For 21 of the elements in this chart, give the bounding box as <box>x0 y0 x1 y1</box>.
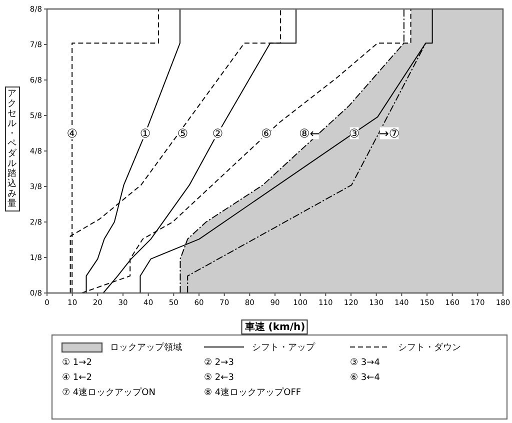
annotation: ⑤ <box>177 126 188 140</box>
legend-label: シフト・ダウン <box>398 342 461 353</box>
annotation: ① <box>140 126 151 140</box>
text: ④ 1←2 <box>62 373 92 383</box>
x-axis-title: 車速 (km/h) <box>244 321 306 333</box>
annotation: ④ <box>66 126 78 140</box>
annotation: ③ <box>348 126 360 140</box>
annotation: →⑦ <box>378 126 400 140</box>
text: ① 1→2 <box>62 358 92 368</box>
text: ② 2→3 <box>204 358 234 368</box>
text: ⑦ 4速ロックアップON <box>62 387 156 398</box>
text: アクセル・ペダル踏込み量 <box>8 89 16 209</box>
text: ⑤ 2←3 <box>204 373 234 383</box>
annotation: ⑥ <box>261 126 272 140</box>
annotation: ② <box>212 126 224 140</box>
legend-label: ロックアップ領域 <box>110 342 182 353</box>
legend-label: シフト・アップ <box>252 342 316 353</box>
text: ⑥ 3←4 <box>350 373 380 383</box>
annotation: ⑧← <box>299 126 320 140</box>
text: ③ 3→4 <box>350 358 380 368</box>
text: ⑧ 4速ロックアップOFF <box>204 387 302 398</box>
